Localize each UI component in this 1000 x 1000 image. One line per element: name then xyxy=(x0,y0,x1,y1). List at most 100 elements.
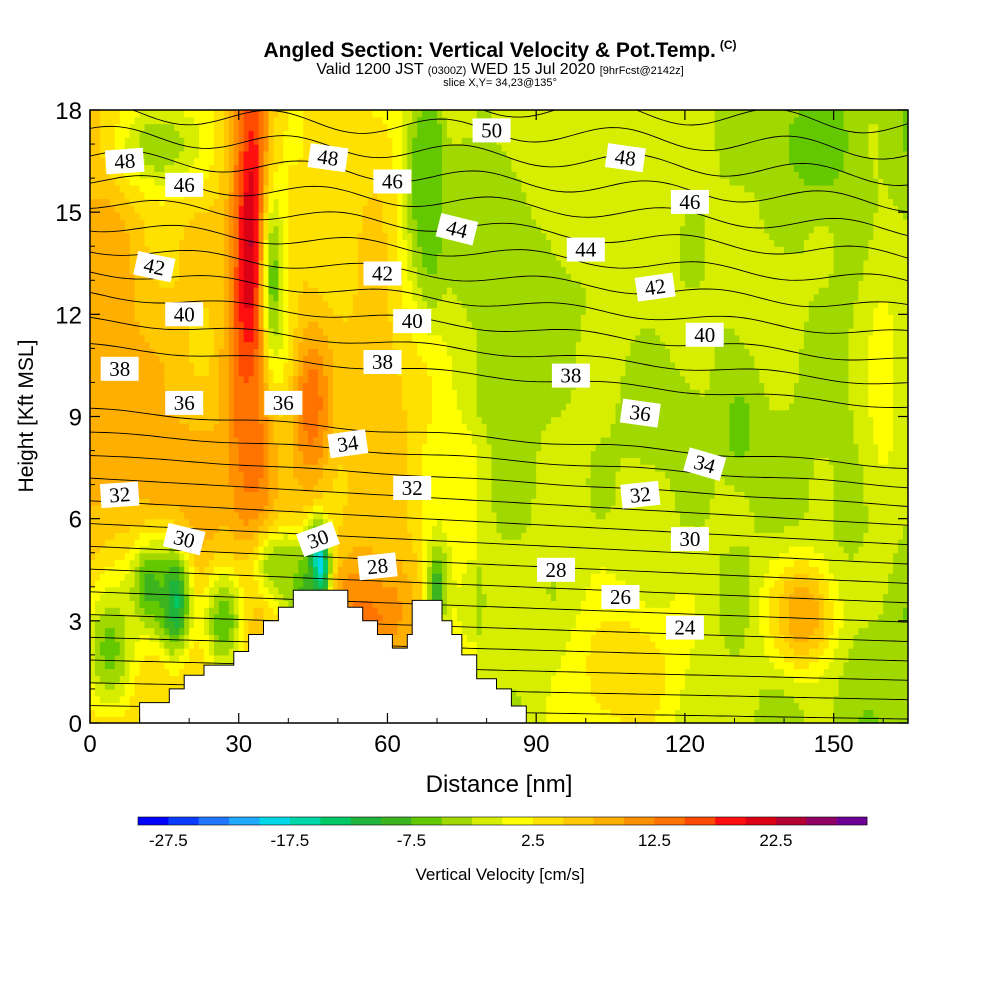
velocity-cell xyxy=(204,477,210,486)
velocity-cell xyxy=(139,341,146,349)
velocity-cell xyxy=(129,675,136,683)
velocity-cell xyxy=(327,505,334,513)
velocity-cell xyxy=(109,123,116,132)
velocity-cell xyxy=(253,545,260,554)
velocity-cell xyxy=(194,198,200,206)
velocity-cell xyxy=(104,198,111,206)
velocity-cell xyxy=(90,157,96,166)
velocity-cell xyxy=(139,614,146,622)
velocity-cell xyxy=(342,314,349,322)
velocity-cell xyxy=(253,348,260,356)
velocity-cell xyxy=(99,443,106,452)
velocity-cell xyxy=(228,287,235,295)
velocity-cell xyxy=(248,171,255,179)
velocity-cell xyxy=(263,198,270,206)
velocity-cell xyxy=(99,457,106,465)
velocity-cell xyxy=(119,253,126,261)
velocity-cell xyxy=(233,573,240,581)
velocity-cell xyxy=(174,334,180,343)
velocity-cell xyxy=(318,409,324,418)
velocity-cell xyxy=(90,668,96,676)
velocity-cell xyxy=(199,464,205,472)
velocity-cell xyxy=(159,218,165,227)
velocity-cell xyxy=(204,137,210,145)
velocity-cell xyxy=(204,382,210,390)
velocity-cell xyxy=(303,341,309,349)
velocity-cell xyxy=(208,259,215,268)
velocity-cell xyxy=(99,293,106,302)
velocity-cell xyxy=(94,239,101,247)
velocity-cell xyxy=(218,341,225,349)
velocity-cell xyxy=(139,620,146,629)
velocity-cell xyxy=(114,641,121,649)
velocity-cell xyxy=(129,416,136,424)
velocity-cell xyxy=(99,144,106,152)
velocity-cell xyxy=(129,116,136,125)
velocity-cell xyxy=(169,382,175,390)
velocity-cell xyxy=(243,280,250,288)
velocity-cell xyxy=(213,409,220,418)
velocity-cell xyxy=(352,396,359,404)
velocity-cell xyxy=(362,614,369,622)
velocity-cell xyxy=(233,600,240,608)
velocity-cell xyxy=(357,362,364,370)
velocity-cell xyxy=(238,552,245,561)
velocity-cell xyxy=(134,246,141,254)
velocity-cell xyxy=(213,259,220,268)
velocity-cell xyxy=(332,491,339,499)
velocity-cell xyxy=(169,607,175,615)
velocity-cell xyxy=(218,552,225,561)
velocity-cell xyxy=(218,157,225,166)
velocity-cell xyxy=(90,184,96,193)
velocity-cell xyxy=(283,477,289,486)
velocity-cell xyxy=(323,355,329,363)
velocity-cell xyxy=(218,593,225,601)
velocity-cell xyxy=(154,116,161,125)
velocity-cell xyxy=(243,164,250,172)
velocity-cell xyxy=(144,130,151,138)
velocity-cell xyxy=(144,137,151,145)
velocity-cell xyxy=(327,545,334,554)
velocity-cell xyxy=(298,382,304,390)
velocity-cell xyxy=(184,573,190,581)
velocity-cell xyxy=(303,150,309,159)
velocity-cell xyxy=(139,280,146,288)
velocity-cell xyxy=(273,287,279,295)
velocity-cell xyxy=(134,396,141,404)
velocity-cell xyxy=(174,457,180,465)
velocity-cell xyxy=(218,259,225,268)
velocity-cell xyxy=(273,368,279,377)
velocity-cell xyxy=(129,253,136,261)
velocity-cell xyxy=(318,225,324,234)
velocity-cell xyxy=(129,123,136,132)
velocity-cell xyxy=(129,307,136,315)
velocity-cell xyxy=(253,498,260,506)
velocity-cell xyxy=(248,110,255,118)
velocity-cell xyxy=(233,164,240,172)
velocity-cell xyxy=(248,314,255,322)
velocity-cell xyxy=(94,430,101,438)
velocity-cell xyxy=(159,695,165,704)
velocity-cell xyxy=(184,505,190,513)
velocity-cell xyxy=(223,402,230,411)
velocity-cell xyxy=(149,688,156,697)
velocity-cell xyxy=(352,184,359,193)
velocity-cell xyxy=(189,593,195,601)
velocity-cell xyxy=(263,464,270,472)
velocity-cell xyxy=(90,327,96,336)
velocity-cell xyxy=(208,355,215,363)
velocity-cell xyxy=(159,498,165,506)
velocity-cell xyxy=(332,218,339,227)
velocity-cell xyxy=(213,545,220,554)
velocity-cell xyxy=(119,450,126,458)
velocity-cell xyxy=(134,402,141,411)
velocity-cell xyxy=(323,218,329,227)
velocity-cell xyxy=(347,389,354,397)
velocity-cell xyxy=(204,307,210,315)
velocity-cell xyxy=(283,341,289,349)
velocity-cell xyxy=(273,110,279,118)
velocity-cell xyxy=(204,396,210,404)
velocity-cell xyxy=(357,137,364,145)
velocity-cell xyxy=(139,334,146,343)
velocity-cell xyxy=(273,164,279,172)
